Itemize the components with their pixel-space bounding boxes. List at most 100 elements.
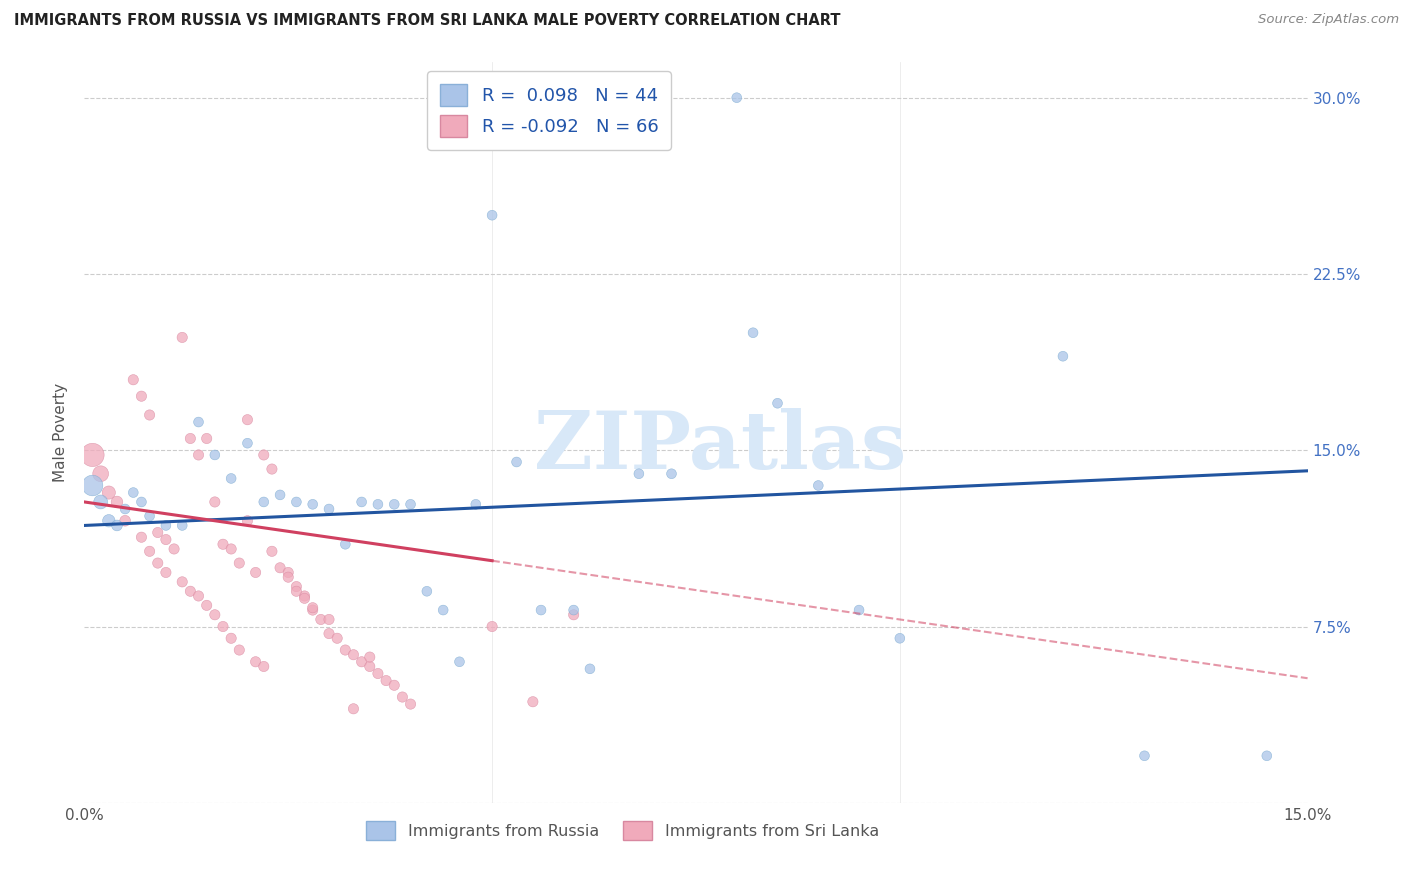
Point xyxy=(367,497,389,511)
Point xyxy=(82,478,104,492)
Point xyxy=(309,612,332,626)
Point xyxy=(530,603,553,617)
Point xyxy=(260,544,283,558)
Point xyxy=(562,603,585,617)
Point xyxy=(294,589,316,603)
Point xyxy=(179,432,201,446)
Point xyxy=(391,690,413,704)
Point xyxy=(627,467,650,481)
Point xyxy=(219,471,242,485)
Point xyxy=(146,525,169,540)
Point xyxy=(367,666,389,681)
Text: IMMIGRANTS FROM RUSSIA VS IMMIGRANTS FROM SRI LANKA MALE POVERTY CORRELATION CHA: IMMIGRANTS FROM RUSSIA VS IMMIGRANTS FRO… xyxy=(14,13,841,29)
Point xyxy=(138,509,160,524)
Point xyxy=(742,326,765,340)
Point xyxy=(766,396,789,410)
Point xyxy=(269,488,291,502)
Point xyxy=(105,495,128,509)
Point xyxy=(219,541,242,556)
Point xyxy=(359,659,381,673)
Point xyxy=(236,413,259,427)
Point xyxy=(285,584,308,599)
Point xyxy=(350,495,373,509)
Point xyxy=(179,584,201,599)
Point xyxy=(105,518,128,533)
Point xyxy=(807,478,830,492)
Point xyxy=(285,580,308,594)
Point xyxy=(449,655,471,669)
Point xyxy=(382,678,405,692)
Point xyxy=(146,556,169,570)
Point xyxy=(155,566,177,580)
Point xyxy=(301,600,323,615)
Point xyxy=(1133,748,1156,763)
Point xyxy=(122,373,145,387)
Point xyxy=(318,626,340,640)
Point xyxy=(359,650,381,665)
Point xyxy=(155,533,177,547)
Point xyxy=(82,448,104,462)
Point xyxy=(195,599,218,613)
Point xyxy=(114,514,136,528)
Point xyxy=(236,436,259,450)
Point xyxy=(253,495,276,509)
Point xyxy=(342,702,364,716)
Point xyxy=(245,655,267,669)
Point xyxy=(342,648,364,662)
Text: ZIPatlas: ZIPatlas xyxy=(534,409,907,486)
Point xyxy=(131,389,153,403)
Point xyxy=(155,518,177,533)
Point xyxy=(195,432,218,446)
Point xyxy=(212,619,235,633)
Point xyxy=(138,408,160,422)
Legend: Immigrants from Russia, Immigrants from Sri Lanka: Immigrants from Russia, Immigrants from … xyxy=(360,814,886,847)
Point xyxy=(1052,349,1074,363)
Point xyxy=(131,530,153,544)
Point xyxy=(481,208,503,222)
Point xyxy=(236,514,259,528)
Point xyxy=(399,697,422,711)
Point xyxy=(562,607,585,622)
Point xyxy=(661,467,683,481)
Point xyxy=(90,467,112,481)
Point xyxy=(382,497,405,511)
Point xyxy=(1256,748,1278,763)
Point xyxy=(294,591,316,606)
Point xyxy=(399,497,422,511)
Point xyxy=(522,695,544,709)
Point xyxy=(97,485,120,500)
Point xyxy=(187,448,209,462)
Point xyxy=(416,584,439,599)
Point xyxy=(131,495,153,509)
Point xyxy=(204,607,226,622)
Point xyxy=(375,673,398,688)
Point xyxy=(245,566,267,580)
Point xyxy=(277,570,299,584)
Point xyxy=(277,566,299,580)
Point xyxy=(90,495,112,509)
Point xyxy=(326,632,349,646)
Point xyxy=(579,662,602,676)
Point xyxy=(172,518,194,533)
Point xyxy=(848,603,870,617)
Point xyxy=(432,603,454,617)
Point xyxy=(318,502,340,516)
Point xyxy=(172,330,194,344)
Point xyxy=(505,455,527,469)
Point xyxy=(138,544,160,558)
Point xyxy=(253,448,276,462)
Point xyxy=(335,537,357,551)
Point xyxy=(301,603,323,617)
Point xyxy=(204,448,226,462)
Point xyxy=(269,561,291,575)
Point xyxy=(219,632,242,646)
Point xyxy=(464,497,486,511)
Point xyxy=(253,659,276,673)
Point xyxy=(187,415,209,429)
Point xyxy=(889,632,911,646)
Point xyxy=(228,556,250,570)
Point xyxy=(204,495,226,509)
Point xyxy=(335,643,357,657)
Text: Source: ZipAtlas.com: Source: ZipAtlas.com xyxy=(1258,13,1399,27)
Point xyxy=(301,497,323,511)
